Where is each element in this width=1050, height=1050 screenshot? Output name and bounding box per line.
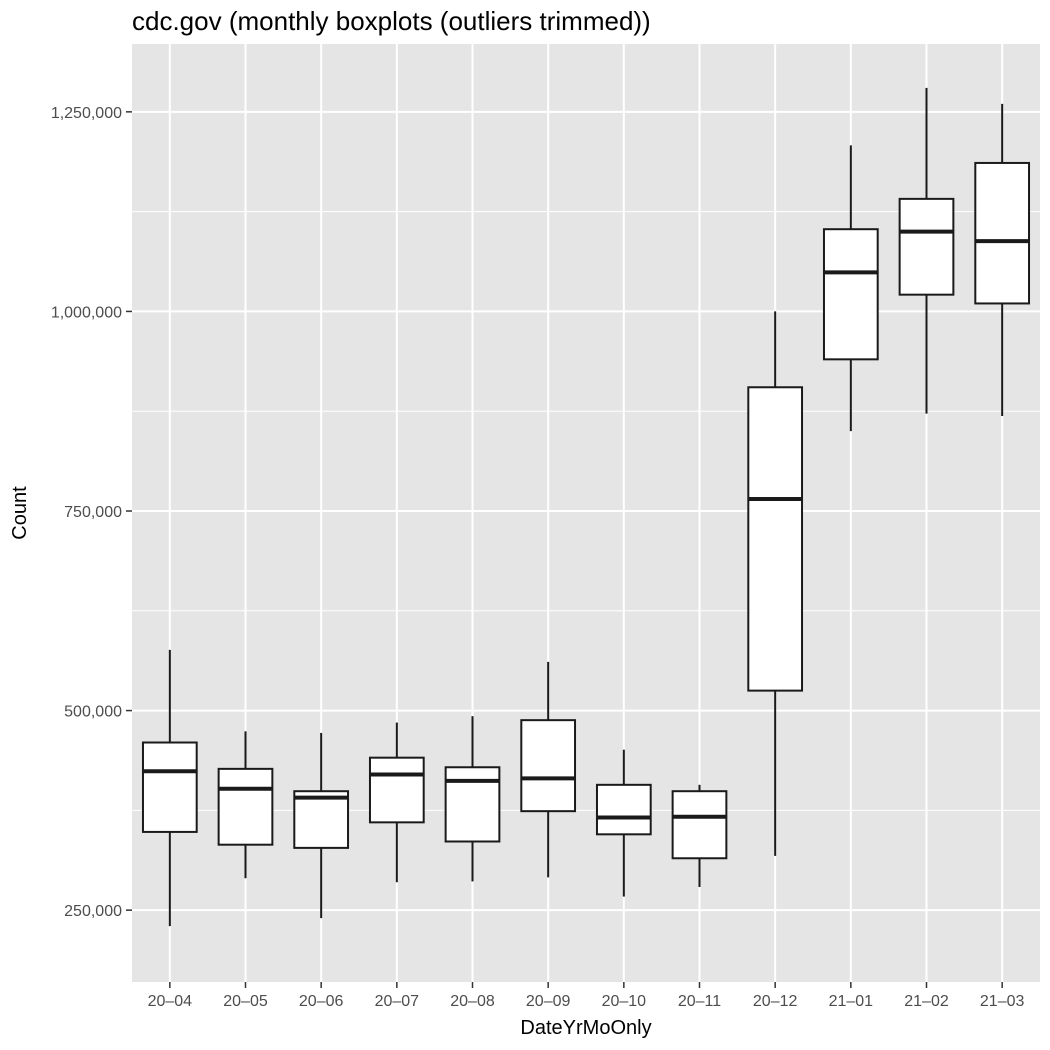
chart-title: cdc.gov (monthly boxplots (outliers trim… (132, 6, 651, 36)
box-iqr (974, 161, 1031, 305)
boxes (141, 87, 1031, 927)
x-tick-label: 20–11 (678, 993, 721, 1010)
box-10 (822, 145, 879, 432)
x-axis: 20–04 20–05 20–06 20–07 20–08 20–09 20–10 20–11… (148, 982, 1025, 1010)
y-tick-label: 1,250,000 (51, 105, 122, 122)
x-tick-label: 20–05 (223, 993, 268, 1010)
box-iqr (898, 197, 955, 296)
box-iqr (671, 790, 728, 860)
y-tick-label: 750,000 (64, 504, 122, 521)
y-axis: 250,000 500,000 750,000 1,000,000 1,250,000 (51, 105, 132, 920)
box-5 (444, 716, 501, 882)
box-iqr (444, 766, 501, 843)
x-tick-label: 20–04 (148, 993, 193, 1010)
box-11 (898, 87, 955, 414)
box-3 (293, 732, 350, 919)
y-axis-title: Count (9, 486, 31, 540)
box-iqr (747, 386, 804, 692)
box-9 (747, 311, 804, 856)
box-iqr (520, 719, 577, 813)
box-iqr (217, 767, 274, 846)
x-tick-label: 21–03 (980, 993, 1025, 1010)
box-12 (974, 103, 1031, 417)
box-4 (368, 722, 425, 883)
box-iqr (293, 790, 350, 849)
box-1 (141, 649, 198, 927)
box-iqr (141, 741, 198, 833)
box-iqr (595, 783, 652, 836)
x-tick-label: 20–12 (753, 993, 798, 1010)
box-7 (595, 749, 652, 897)
box-8 (671, 784, 728, 888)
box-iqr (368, 756, 425, 824)
x-tick-label: 20–10 (602, 993, 647, 1010)
box-2 (217, 731, 274, 879)
x-tick-label: 20–09 (526, 993, 571, 1010)
y-tick-label: 250,000 (64, 903, 122, 920)
x-tick-label: 21–02 (904, 993, 949, 1010)
y-tick-label: 1,000,000 (51, 304, 122, 321)
x-tick-label: 20–07 (375, 993, 420, 1010)
x-tick-label: 21–01 (829, 993, 874, 1010)
y-tick-label: 500,000 (64, 704, 122, 721)
box-iqr (822, 228, 879, 361)
plot-panel (132, 44, 1040, 982)
box-6 (520, 661, 577, 878)
x-tick-label: 20–06 (299, 993, 344, 1010)
x-tick-label: 20–08 (450, 993, 495, 1010)
x-axis-title: DateYrMoOnly (520, 1017, 651, 1039)
